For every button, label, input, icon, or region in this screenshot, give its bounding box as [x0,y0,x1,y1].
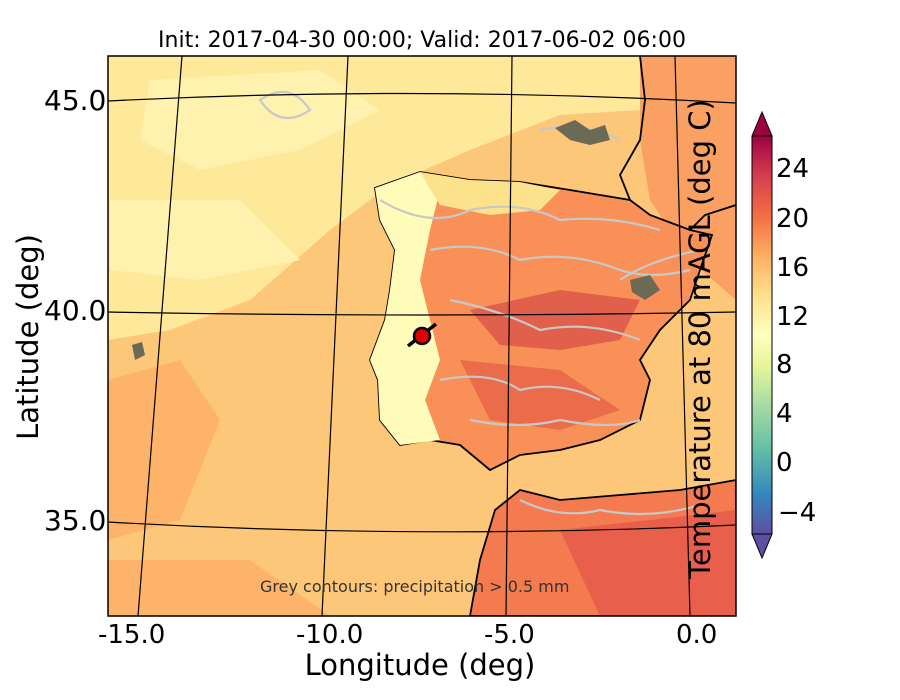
y-tick-label: 45.0 [44,84,107,117]
map-title: Init: 2017-04-30 00:00; Valid: 2017-06-0… [158,28,686,53]
x-tick-label: 0.0 [676,620,718,650]
site-marker [406,322,438,348]
x-axis-label: Longitude (deg) [304,648,536,682]
x-tick-label: -10.0 [296,620,364,650]
colorbar-tick-label: 24 [776,154,810,184]
precipitation-note: Grey contours: precipitation > 0.5 mm [260,577,570,596]
plot-frame [107,55,737,617]
colorbar [751,110,773,560]
y-tick-label: 40.0 [44,294,107,327]
graticule [108,56,736,616]
colorbar-tick-label: −4 [778,498,817,528]
x-tick-label: -5.0 [484,620,535,650]
colorbar-tick-label: 20 [776,204,810,234]
x-tick-label: -15.0 [98,620,166,650]
colorbar-tick-label: 8 [776,350,793,380]
colorbar-tick-label: 12 [776,302,810,332]
temperature-field [108,56,736,616]
colorbar-tick-label: 0 [776,448,793,478]
colorbar-label: Temperature at 80 mAGL (deg C) [683,99,717,579]
y-tick-label: 35.0 [44,504,107,537]
precipitation-contours [258,90,701,516]
colorbar-tick-label: 4 [776,399,793,429]
colorbar-tick-label: 16 [776,253,810,283]
y-axis-label: Latitude (deg) [11,234,45,440]
